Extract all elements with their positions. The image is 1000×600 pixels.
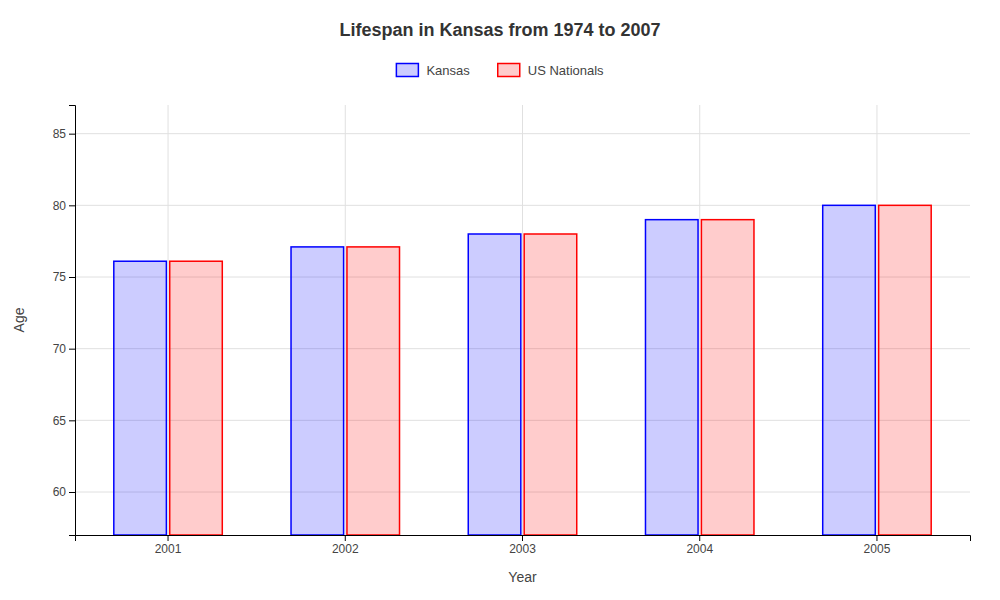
axis-line	[76, 536, 971, 542]
grid-line	[876, 105, 877, 535]
tick: 2004	[686, 535, 713, 556]
bar	[823, 205, 876, 535]
legend-swatch	[396, 64, 418, 77]
tick-label: 75	[53, 270, 67, 284]
y-axis: 60 65 70 75 80 85	[53, 106, 76, 536]
tick: 65	[53, 414, 75, 428]
bars	[114, 205, 931, 535]
x-axis: 2001 2002 2003 2004 2005	[76, 535, 971, 556]
bar	[645, 220, 698, 535]
tick: 85	[53, 127, 75, 141]
bar	[114, 261, 167, 535]
tick: 2002	[332, 535, 359, 556]
tick-label: 2005	[864, 542, 891, 556]
legend-label: Kansas	[426, 63, 470, 78]
grid-line	[522, 105, 523, 535]
tick-mark	[699, 535, 700, 541]
legend: Kansas US Nationals	[396, 63, 604, 78]
bar	[291, 247, 344, 535]
tick: 2003	[509, 535, 536, 556]
tick-mark	[876, 535, 877, 541]
title: Lifespan in Kansas from 1974 to 2007	[339, 20, 660, 40]
tick-label: 2001	[155, 542, 182, 556]
tick-label: 2002	[332, 542, 359, 556]
tick-mark	[345, 535, 346, 541]
bar	[701, 220, 754, 535]
tick: 70	[53, 342, 75, 356]
bar	[468, 234, 521, 535]
tick-label: 65	[53, 414, 67, 428]
tick-mark	[69, 277, 75, 278]
tick: 2005	[864, 535, 891, 556]
tick-label: 2004	[686, 542, 713, 556]
bar	[347, 247, 400, 535]
tick: 60	[53, 485, 75, 499]
tick: 2001	[155, 535, 182, 556]
legend-label: US Nationals	[528, 63, 604, 78]
grid	[75, 105, 970, 535]
legend-swatch	[498, 64, 520, 77]
tick-mark	[69, 349, 75, 350]
legend-item: Kansas	[396, 63, 470, 78]
bar	[879, 205, 932, 535]
tick-mark	[69, 420, 75, 421]
tick-mark	[168, 535, 169, 541]
tick-mark	[69, 492, 75, 493]
tick-label: 2003	[509, 542, 536, 556]
chart: 2001 2002 2003 2004 2005 60 65 70 75 80 85 Year Age L…	[0, 0, 1000, 600]
bar	[524, 234, 577, 535]
tick-label: 80	[53, 199, 67, 213]
grid-line	[699, 105, 700, 535]
tick-label: 70	[53, 342, 67, 356]
x-axis-title: Year	[508, 569, 537, 585]
grid-line	[168, 105, 169, 535]
tick: 80	[53, 199, 75, 213]
y-axis-title: Age	[11, 307, 27, 332]
axis-line	[69, 106, 76, 536]
tick: 75	[53, 270, 75, 284]
tick-mark	[69, 134, 75, 135]
plot: 2001 2002 2003 2004 2005 60 65 70 75 80 85	[53, 105, 971, 556]
grid-line	[345, 105, 346, 535]
tick-mark	[522, 535, 523, 541]
tick-label: 60	[53, 485, 67, 499]
bar	[170, 261, 223, 535]
tick-label: 85	[53, 127, 67, 141]
tick-mark	[69, 205, 75, 206]
legend-item: US Nationals	[498, 63, 604, 78]
